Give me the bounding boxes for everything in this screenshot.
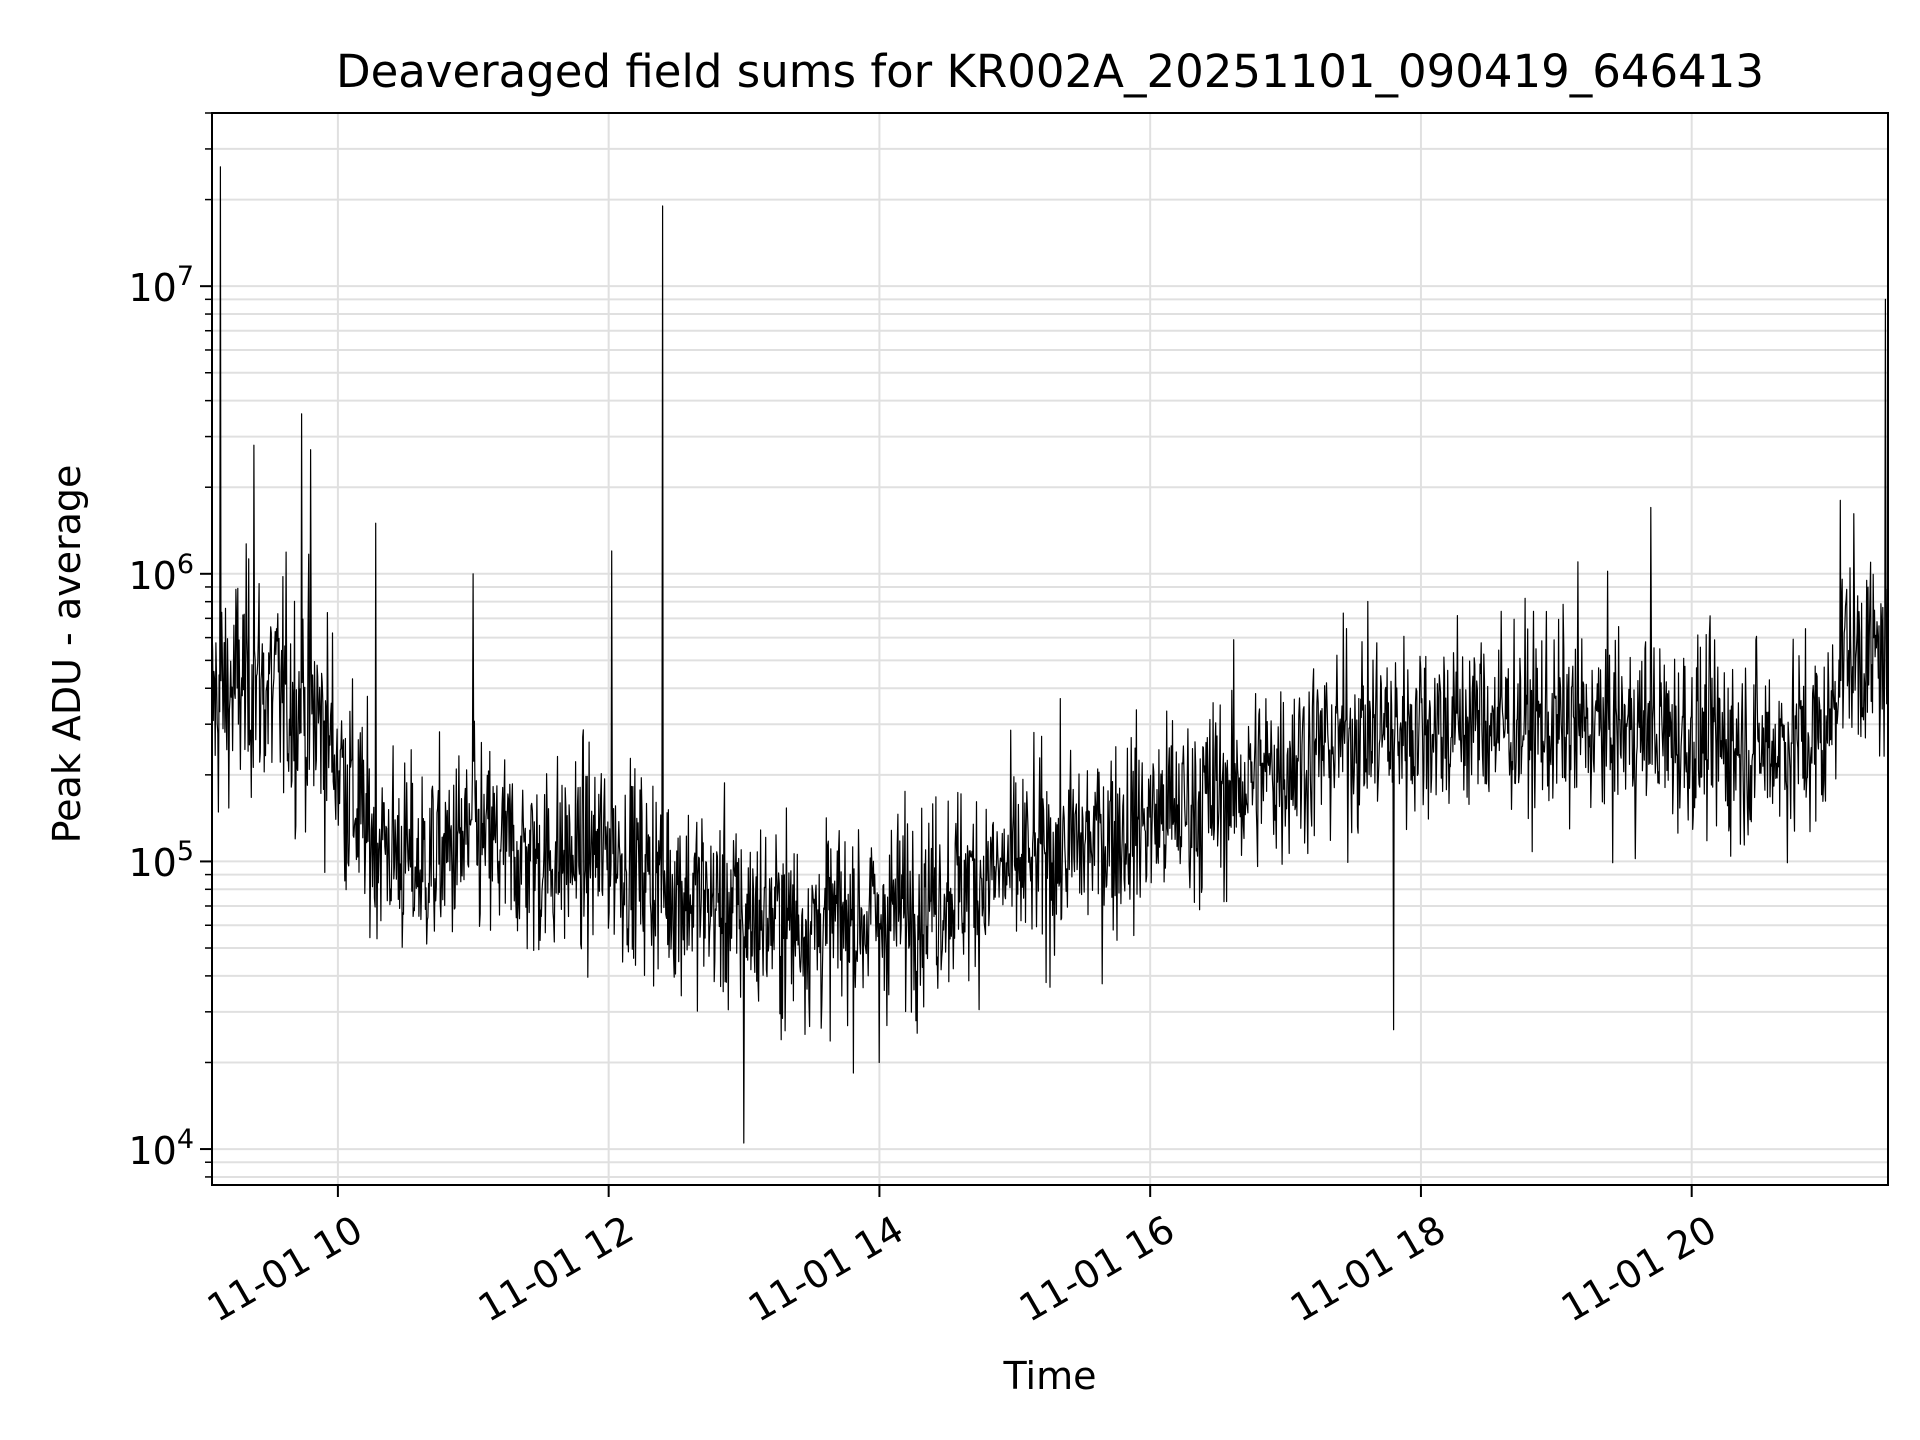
chart-title: Deaveraged field sums for KR002A_2025110… [335,45,1765,98]
axis-ticks [200,112,1693,1197]
major-gridlines [212,113,1888,1185]
series-path [211,166,1889,1144]
y-tick-label: 104 [84,1124,194,1176]
y-axis-label: Peak ADU - average [45,464,89,844]
y-tick-label: 106 [84,549,194,601]
y-tick-base: 10 [128,1129,177,1174]
y-tick-exponent: 4 [176,1124,194,1156]
plot-frame [211,112,1889,1186]
y-tick-exponent: 7 [176,261,194,293]
y-tick-base: 10 [128,553,177,598]
y-tick-label: 105 [84,836,194,888]
y-tick-base: 10 [128,266,177,311]
x-axis-label: Time [1003,1354,1097,1398]
y-tick-exponent: 6 [176,548,194,580]
series-line [211,166,1889,1144]
y-tick-exponent: 5 [176,836,194,868]
minor-gridlines [212,112,1888,1178]
y-tick-label: 107 [84,261,194,313]
y-tick-base: 10 [128,841,177,886]
